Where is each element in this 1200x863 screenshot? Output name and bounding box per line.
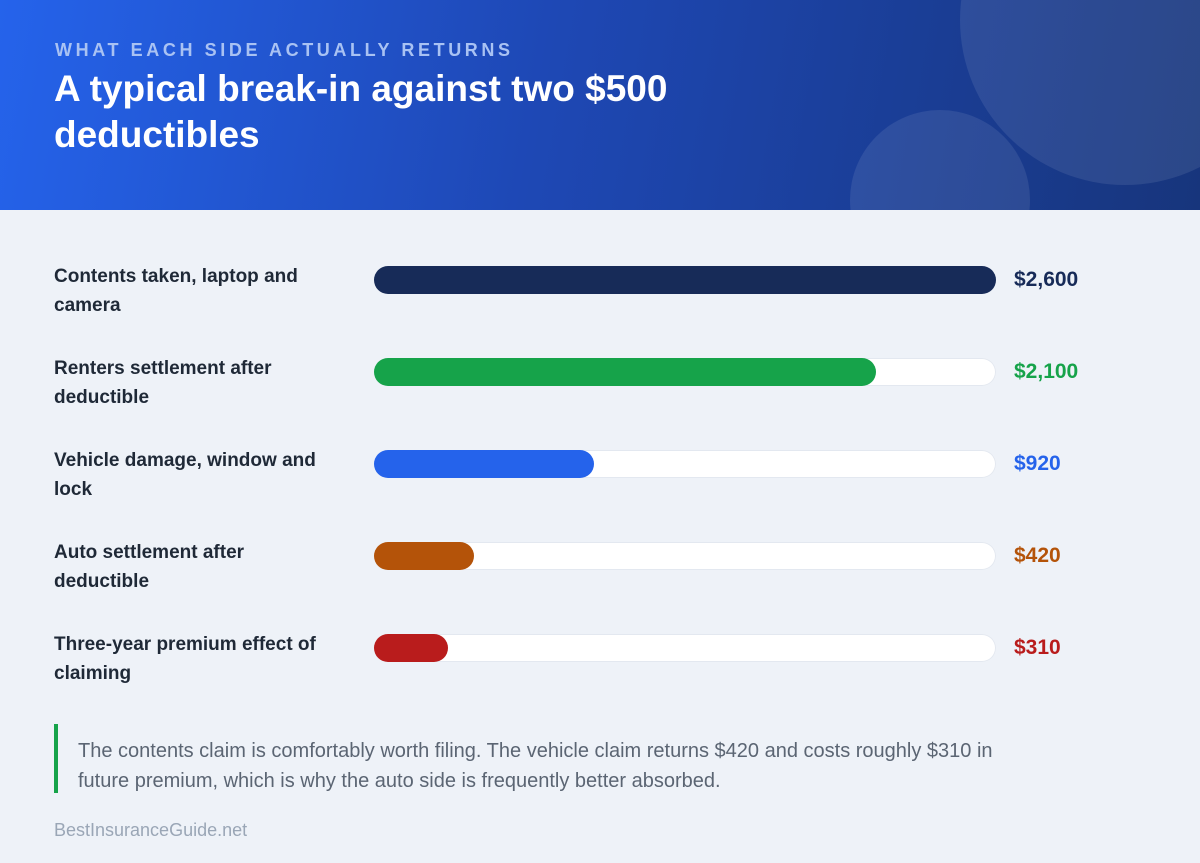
header-banner: WHAT EACH SIDE ACTUALLY RETURNS A typica… [0, 0, 1200, 210]
bar-value-label: $2,600 [1014, 268, 1079, 291]
bar-value-label: $2,100 [1014, 360, 1079, 383]
bar-row: Contents taken, laptop and camera $2,600 [0, 240, 1200, 332]
bar-track [374, 634, 996, 662]
bar-label: Auto settlement after deductible [54, 542, 245, 592]
callout-note: The contents claim is comfortably worth … [54, 724, 1018, 793]
bar-value-label: $420 [1014, 544, 1061, 567]
bar-row: Auto settlement after deductible $420 [0, 516, 1200, 608]
bar-fill [374, 266, 996, 294]
bar-label: Contents taken, laptop and camera [54, 266, 298, 316]
bar-row: Three-year premium effect of claiming $31… [0, 608, 1200, 700]
bar-track [374, 266, 996, 294]
site-credit: BestInsuranceGuide.net [54, 820, 248, 840]
bar-value-label: $920 [1014, 452, 1061, 475]
bar-chart: Contents taken, laptop and camera $2,600 R… [0, 240, 1200, 700]
chart-title: A typical break-in against two $500 dedu… [54, 68, 668, 155]
bar-label: Three-year premium effect of claiming [54, 634, 316, 684]
bar-label: Vehicle damage, window and lock [54, 450, 316, 500]
bar-track [374, 358, 996, 386]
bar-value-label: $310 [1014, 636, 1061, 659]
bar-label: Renters settlement after deductible [54, 358, 272, 408]
bar-row: Vehicle damage, window and lock $920 [0, 424, 1200, 516]
bar-row: Renters settlement after deductible $2,10… [0, 332, 1200, 424]
bar-track [374, 450, 996, 478]
eyebrow-text: WHAT EACH SIDE ACTUALLY RETURNS [55, 40, 514, 60]
bar-fill [374, 450, 594, 478]
bar-track [374, 542, 996, 570]
bar-fill [374, 542, 474, 570]
bar-fill [374, 634, 448, 662]
bar-fill [374, 358, 876, 386]
